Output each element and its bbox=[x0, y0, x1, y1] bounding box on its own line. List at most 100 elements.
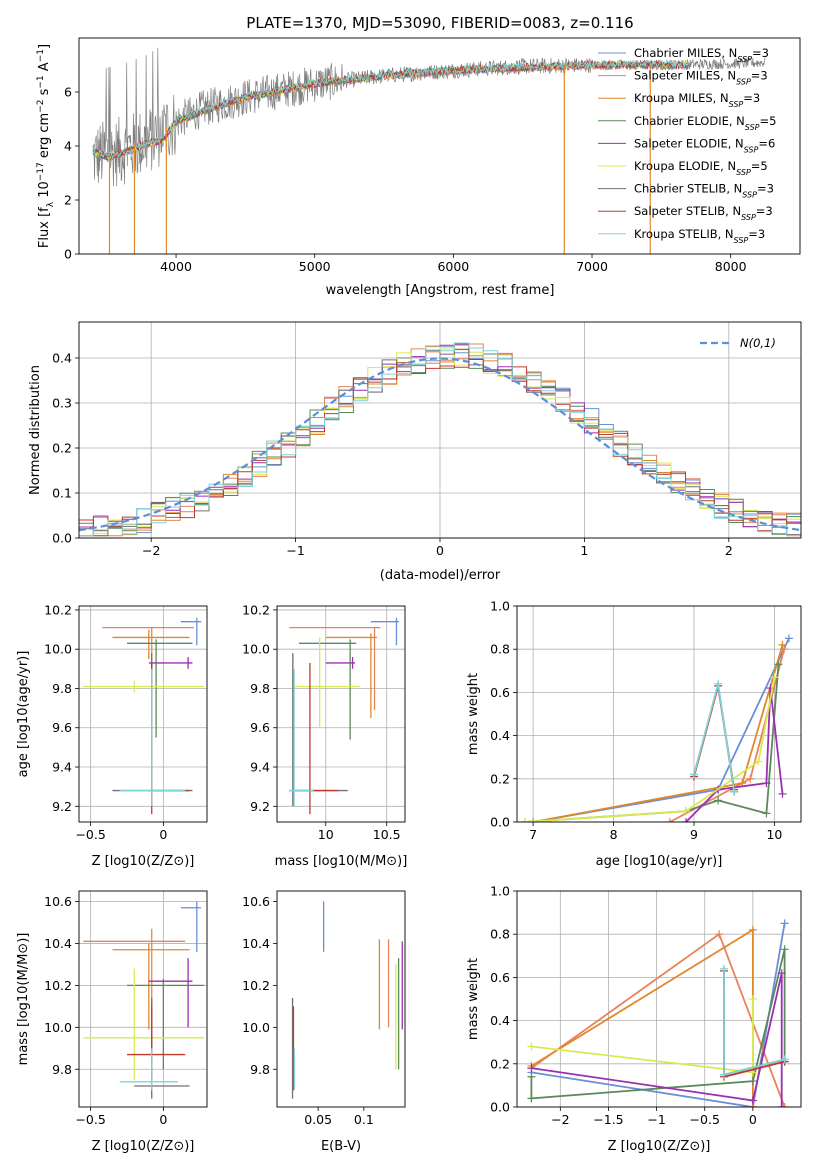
y-tick-label: 0.1 bbox=[52, 486, 72, 501]
plot-area bbox=[527, 919, 789, 1107]
marker-salpeter_miles bbox=[715, 930, 724, 939]
legend-label-tail: =3 bbox=[752, 46, 769, 60]
marker-kroupa_elodie bbox=[754, 757, 763, 766]
legend-label-kroupa_stelib: Kroupa STELIB, NSSP=3 bbox=[634, 227, 765, 245]
spectrum-model-kroupa_stelib bbox=[92, 59, 689, 159]
legend-label-sub: SSP bbox=[745, 122, 760, 131]
marker-salpeter_elodie bbox=[527, 1064, 536, 1073]
y-tick-label: 9.8 bbox=[250, 1062, 270, 1077]
y-tick-label: 9.8 bbox=[52, 1062, 72, 1077]
histogram-chabrier_stelib bbox=[79, 343, 801, 537]
y-tick-label: 0 bbox=[64, 247, 72, 262]
marker-kroupa_elodie bbox=[770, 673, 779, 682]
mass-weight-vs-metallicity-panel: −2 −1.5 −1 −0.5 0 0.0 0.2 0.4 0.6 0.8 1.0 Z [log10(… bbox=[466, 884, 802, 1154]
legend-label-main: Salpeter ELODIE, N bbox=[634, 136, 744, 150]
y-tick-label: 9.6 bbox=[250, 720, 270, 735]
legend-label-tail: =3 bbox=[743, 91, 760, 105]
marker-kroupa_miles bbox=[748, 925, 757, 934]
axes-frame bbox=[516, 605, 802, 823]
marker-chabrier_elodie bbox=[774, 660, 783, 669]
y-tick-label: 10.0 bbox=[44, 642, 72, 657]
marker-salpeter_elodie bbox=[778, 789, 787, 798]
y-tick-label: 10.2 bbox=[242, 602, 270, 617]
axis-label: age [log10(age/yr)] bbox=[596, 854, 723, 869]
legend-label-main: Salpeter MILES, N bbox=[634, 69, 736, 83]
mass-vs-metallicity-panel: −0.5 0 9.8 10.0 10.2 10.4 10.6 Z [log10(Z/Z⊙)] m… bbox=[16, 890, 208, 1154]
histogram-kroupa_stelib bbox=[79, 342, 801, 537]
marker-kroupa_elodie bbox=[681, 807, 690, 816]
axis-label: wavelength [Angstrom, rest frame] bbox=[326, 283, 555, 298]
legend-label-salpeter_miles: Salpeter MILES, NSSP=3 bbox=[634, 69, 768, 87]
x-tick-label: 1 bbox=[580, 543, 588, 558]
marker-kroupa_stelib bbox=[780, 1055, 789, 1064]
plot-area bbox=[83, 617, 205, 815]
axes-frame bbox=[78, 37, 801, 255]
y-tick-label: 10.2 bbox=[44, 978, 72, 993]
x-tick-label: 7000 bbox=[576, 259, 608, 274]
histogram-kroupa_elodie bbox=[79, 346, 801, 535]
y-tick-label: 0.0 bbox=[490, 1100, 510, 1115]
marker-salpeter_elodie bbox=[748, 1096, 757, 1105]
histogram-salpeter_elodie bbox=[79, 344, 801, 528]
x-tick-label: 4000 bbox=[160, 259, 192, 274]
y-tick-label: 9.6 bbox=[52, 720, 72, 735]
y-tick-label: 9.4 bbox=[250, 760, 270, 775]
y-tick-label: 4 bbox=[64, 139, 72, 154]
figure-title: PLATE=1370, MJD=53090, FIBERID=0083, z=0… bbox=[246, 14, 633, 32]
y-tick-label: 9.8 bbox=[250, 681, 270, 696]
y-tick-label: 0.8 bbox=[490, 927, 510, 942]
legend-label-tail: =3 bbox=[751, 69, 768, 83]
y-tick-label: 0.8 bbox=[490, 642, 510, 657]
x-tick-label: 0 bbox=[749, 1112, 757, 1127]
series-line-kroupa_elodie bbox=[524, 677, 776, 822]
marker-kroupa_stelib bbox=[719, 1070, 728, 1079]
y-tick-label: 9.4 bbox=[52, 760, 72, 775]
x-tick-label: 2 bbox=[725, 543, 733, 558]
legend-label-sub: SSP bbox=[742, 190, 757, 199]
legend-label-main: Kroupa ELODIE, N bbox=[634, 159, 736, 173]
y-tick-label: 0.2 bbox=[490, 1056, 510, 1071]
spectrum-model-chabrier_miles bbox=[92, 61, 689, 161]
marker-chabrier_elodie bbox=[714, 796, 723, 805]
y-tick-label: 2 bbox=[64, 193, 72, 208]
x-tick-label: 9 bbox=[690, 827, 698, 842]
y-tick-label: 1.0 bbox=[490, 884, 510, 899]
plot-area bbox=[83, 901, 205, 1099]
x-tick-label: 0 bbox=[436, 543, 444, 558]
x-tick-label: −0.5 bbox=[75, 827, 105, 842]
y-tick-label: 10.0 bbox=[44, 1020, 72, 1035]
y-tick-label: 0.0 bbox=[52, 531, 72, 546]
x-tick-label: 7 bbox=[529, 827, 537, 842]
legend-label-normal: N(0,1) bbox=[740, 336, 776, 350]
x-tick-label: 10.5 bbox=[373, 827, 401, 842]
y-tick-label: 0.0 bbox=[490, 815, 510, 830]
y-tick-label: 10.0 bbox=[242, 1020, 270, 1035]
y-tick-label: 0.4 bbox=[52, 351, 72, 366]
x-tick-label: −1 bbox=[286, 543, 304, 558]
x-tick-label: 0.1 bbox=[354, 1112, 374, 1127]
legend-label-kroupa_elodie: Kroupa ELODIE, NSSP=5 bbox=[634, 159, 768, 177]
legend-label-chabrier_miles: Chabrier MILES, NSSP=3 bbox=[634, 46, 769, 64]
marker-salpeter_elodie bbox=[777, 1103, 786, 1107]
y-tick-label: 10.0 bbox=[242, 642, 270, 657]
legend-label-tail: =5 bbox=[751, 159, 768, 173]
spectrum-model-salpeter_miles bbox=[92, 60, 689, 161]
x-tick-label: 6000 bbox=[437, 259, 469, 274]
x-tick-label: 5000 bbox=[299, 259, 331, 274]
axis-label: Normed distribution bbox=[28, 365, 43, 495]
axis-label: mass weight bbox=[466, 673, 481, 755]
legend-label-tail: =5 bbox=[760, 114, 777, 128]
plot-area bbox=[521, 634, 793, 822]
x-tick-label: −2 bbox=[551, 1112, 569, 1127]
marker-chabrier_miles bbox=[780, 919, 789, 928]
x-tick-label: −1 bbox=[647, 1112, 665, 1127]
residuals-panel: −2 −1 0 1 2 0.0 0.1 0.2 0.3 0.4 N(0,1) (data-model)… bbox=[28, 321, 802, 583]
plot-area bbox=[79, 342, 801, 537]
series-line-salpeter_elodie bbox=[531, 972, 783, 1107]
marker-salpeter_elodie bbox=[777, 969, 786, 978]
y-tick-label: 0.2 bbox=[52, 441, 72, 456]
x-tick-label: −2 bbox=[142, 543, 160, 558]
marker-salpeter_miles bbox=[746, 774, 755, 783]
axes-frame bbox=[516, 890, 802, 1108]
